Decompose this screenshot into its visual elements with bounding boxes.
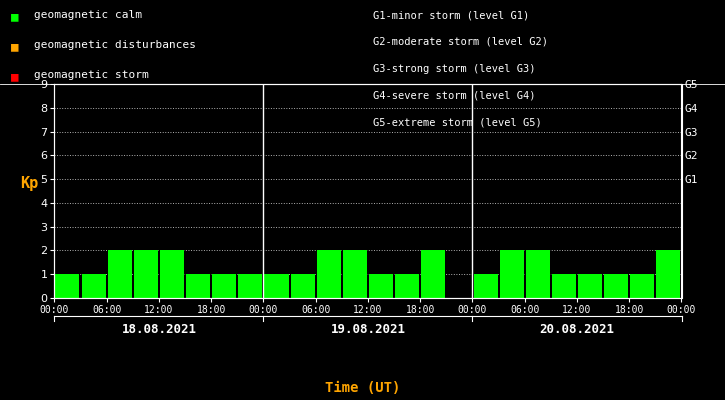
Text: geomagnetic storm: geomagnetic storm <box>34 70 149 80</box>
Bar <box>186 274 210 298</box>
Text: G3-strong storm (level G3): G3-strong storm (level G3) <box>373 64 536 74</box>
Y-axis label: Kp: Kp <box>20 176 38 191</box>
Text: G5-extreme storm (level G5): G5-extreme storm (level G5) <box>373 117 542 127</box>
Bar <box>317 250 341 298</box>
Text: G4-severe storm (level G4): G4-severe storm (level G4) <box>373 90 536 100</box>
Bar <box>81 274 106 298</box>
Bar <box>343 250 367 298</box>
Text: ■: ■ <box>11 70 18 83</box>
Bar <box>656 250 681 298</box>
Bar <box>212 274 236 298</box>
Bar <box>239 274 262 298</box>
Bar <box>291 274 315 298</box>
Bar <box>395 274 419 298</box>
Bar <box>134 250 158 298</box>
Bar <box>578 274 602 298</box>
Bar <box>265 274 289 298</box>
Bar <box>604 274 628 298</box>
Bar <box>473 274 497 298</box>
Bar <box>500 250 523 298</box>
Bar <box>108 250 132 298</box>
Bar <box>160 250 184 298</box>
Text: geomagnetic disturbances: geomagnetic disturbances <box>34 40 196 50</box>
Text: 19.08.2021: 19.08.2021 <box>331 323 405 336</box>
Bar <box>552 274 576 298</box>
Bar <box>526 250 550 298</box>
Text: ■: ■ <box>11 10 18 23</box>
Text: Time (UT): Time (UT) <box>325 381 400 395</box>
Text: G1-minor storm (level G1): G1-minor storm (level G1) <box>373 10 530 20</box>
Text: 20.08.2021: 20.08.2021 <box>539 323 615 336</box>
Bar <box>630 274 655 298</box>
Bar <box>369 274 393 298</box>
Text: G2-moderate storm (level G2): G2-moderate storm (level G2) <box>373 37 548 47</box>
Text: ■: ■ <box>11 40 18 53</box>
Bar <box>55 274 80 298</box>
Text: 18.08.2021: 18.08.2021 <box>121 323 196 336</box>
Text: geomagnetic calm: geomagnetic calm <box>34 10 142 20</box>
Bar <box>421 250 445 298</box>
